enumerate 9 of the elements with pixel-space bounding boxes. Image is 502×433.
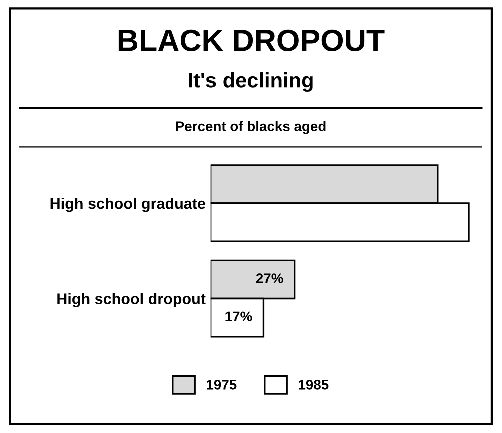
- data-label: 27%: [256, 274, 284, 284]
- chart-title: BLACK DROPOUT: [118, 30, 385, 52]
- y-tick-label: High school graduate: [50, 198, 206, 212]
- data-label: 17%: [226, 312, 252, 322]
- chart-subtitle: It's declining: [189, 72, 313, 92]
- legend-label: 1975: [207, 380, 237, 390]
- y-tick-label: High school dropout: [58, 293, 206, 308]
- legend-label: 1985: [299, 380, 329, 390]
- x-axis-title: Percent of blacks aged: [176, 121, 326, 134]
